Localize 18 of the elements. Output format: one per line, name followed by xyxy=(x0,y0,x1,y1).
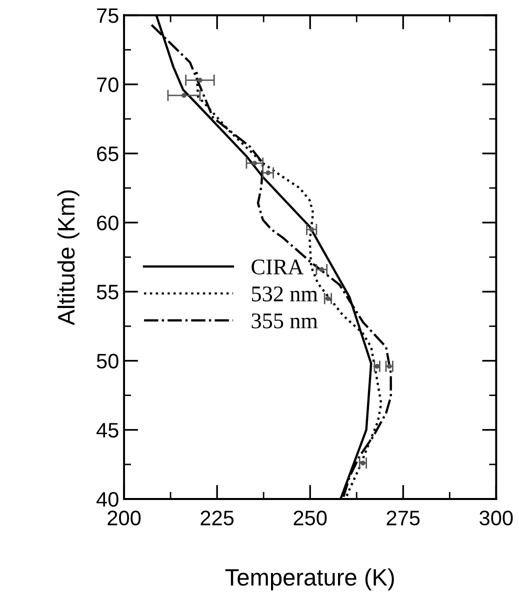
y-axis-title: Altitude (Km) xyxy=(57,190,80,326)
x-tick-label: 250 xyxy=(294,510,327,526)
legend-label: 532 nm xyxy=(252,286,318,302)
x-tick-label: 300 xyxy=(480,510,513,526)
y-tick-label: 40 xyxy=(96,492,118,507)
y-tick-label: 50 xyxy=(96,354,118,369)
y-tick-label: 65 xyxy=(97,146,118,162)
x-tick-label: 225 xyxy=(200,510,234,526)
legend-label: CIRA xyxy=(252,260,304,274)
legend-label: 355 nm xyxy=(252,313,318,328)
y-tick-label: 75 xyxy=(97,8,118,24)
x-axis-title: Temperature (K) xyxy=(225,568,394,590)
x-tick-label: 200 xyxy=(108,510,141,526)
y-tick-label: 60 xyxy=(97,216,118,230)
x-tick-label: 275 xyxy=(386,510,420,526)
y-tick-label: 55 xyxy=(96,284,118,300)
y-tick-label: 70 xyxy=(97,77,118,92)
y-tick-label: 45 xyxy=(96,423,118,438)
